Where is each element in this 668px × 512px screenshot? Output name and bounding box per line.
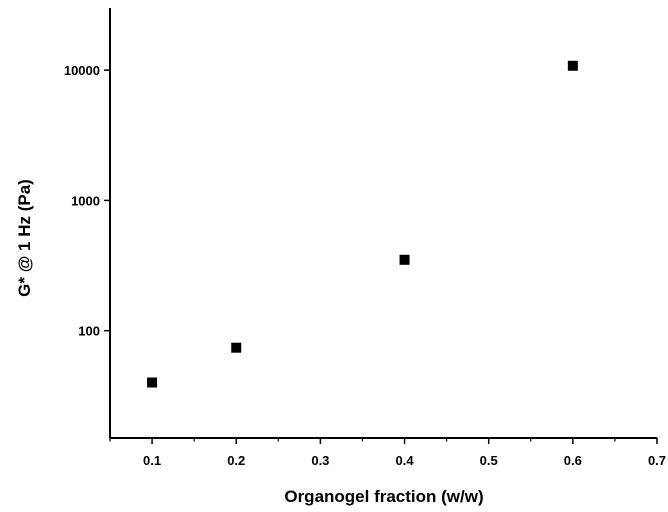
data-point <box>231 342 242 353</box>
y-axis-ticks: 100 1000 10000 <box>64 63 110 339</box>
x-tick-label: 0.1 <box>143 453 161 468</box>
y-axis-title: G* @ 1 Hz (Pa) <box>15 179 34 297</box>
y-tick-label: 10000 <box>64 63 100 78</box>
x-tick-label: 0.2 <box>227 453 245 468</box>
x-tick-label: 0.5 <box>480 453 498 468</box>
x-tick-label: 0.6 <box>564 453 582 468</box>
x-tick-label: 0.7 <box>648 453 666 468</box>
data-points <box>147 60 578 388</box>
data-point <box>567 60 578 71</box>
x-tick-label: 0.4 <box>395 453 414 468</box>
x-axis-ticks: 0.1 0.2 0.3 0.4 0.5 0.6 0.7 <box>109 438 666 468</box>
data-point <box>147 377 158 388</box>
y-tick-label: 100 <box>78 324 100 339</box>
x-tick-label: 0.3 <box>311 453 329 468</box>
data-point <box>399 254 410 265</box>
y-tick-label: 1000 <box>71 193 100 208</box>
plot-area <box>109 8 657 439</box>
x-axis-title: Organogel fraction (w/w) <box>284 487 483 506</box>
